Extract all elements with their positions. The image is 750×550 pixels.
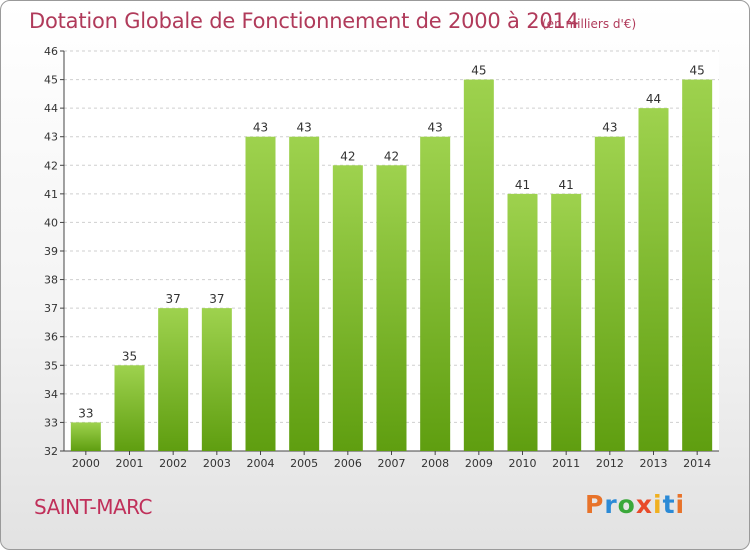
- data-label: 37: [209, 292, 224, 306]
- y-tick-label: 36: [44, 331, 58, 344]
- x-tick-label: 2006: [334, 457, 362, 470]
- y-tick-label: 46: [44, 45, 58, 58]
- proxiti-logo[interactable]: Proxiti: [585, 490, 685, 519]
- logo-letter: i: [653, 490, 663, 519]
- x-tick-label: 2007: [378, 457, 406, 470]
- bar: [201, 308, 232, 451]
- bar: [463, 79, 494, 452]
- data-label: 43: [428, 121, 443, 135]
- x-tick-label: 2002: [159, 457, 187, 470]
- logo-letter: o: [617, 490, 636, 519]
- y-tick-label: 45: [44, 74, 58, 87]
- y-tick-label: 44: [44, 102, 58, 115]
- y-tick-label: 35: [44, 359, 58, 372]
- x-tick-label: 2009: [465, 457, 493, 470]
- x-tick-label: 2013: [640, 457, 668, 470]
- bar: [245, 136, 276, 451]
- bar: [158, 308, 189, 451]
- y-tick-label: 42: [44, 159, 58, 172]
- y-tick-label: 40: [44, 216, 58, 229]
- y-tick-label: 37: [44, 302, 58, 315]
- y-tick-label: 32: [44, 445, 58, 458]
- data-label: 41: [515, 178, 530, 192]
- y-tick-label: 38: [44, 274, 58, 287]
- x-tick-label: 2003: [203, 457, 231, 470]
- bar: [594, 136, 625, 451]
- y-tick-label: 39: [44, 245, 58, 258]
- city-name: SAINT-MARC: [34, 495, 153, 519]
- bar: [682, 79, 713, 452]
- bar: [114, 365, 145, 451]
- bar: [420, 136, 451, 451]
- x-tick-label: 2014: [683, 457, 711, 470]
- data-label: 37: [166, 292, 181, 306]
- logo-letter: t: [662, 490, 676, 519]
- x-tick-label: 2012: [596, 457, 624, 470]
- data-label: 42: [340, 149, 355, 163]
- data-label: 44: [646, 92, 661, 106]
- bar: [638, 108, 669, 452]
- bar: [332, 165, 363, 452]
- logo-letter: P: [585, 490, 605, 519]
- logo-letter: i: [675, 490, 686, 519]
- data-label: 43: [602, 121, 617, 135]
- data-label: 43: [297, 121, 312, 135]
- x-tick-label: 2005: [290, 457, 318, 470]
- logo-letter: x: [635, 490, 653, 519]
- bar: [551, 193, 582, 451]
- bar: [507, 193, 538, 451]
- y-tick-label: 34: [44, 388, 58, 401]
- y-tick-label: 41: [44, 188, 58, 201]
- data-label: 43: [253, 121, 268, 135]
- x-tick-label: 2001: [116, 457, 144, 470]
- bar: [376, 165, 407, 452]
- x-tick-label: 2008: [421, 457, 449, 470]
- chart-unit: (en milliers d'€): [542, 17, 637, 31]
- x-tick-label: 2000: [72, 457, 100, 470]
- x-tick-label: 2010: [509, 457, 537, 470]
- y-tick-label: 33: [44, 416, 58, 429]
- y-tick-label: 43: [44, 131, 58, 144]
- data-label: 41: [559, 178, 574, 192]
- x-tick-label: 2011: [552, 457, 580, 470]
- bar: [289, 136, 320, 451]
- data-label: 33: [78, 406, 93, 420]
- data-label: 45: [471, 64, 486, 78]
- chart-title: Dotation Globale de Fonctionnement de 20…: [29, 9, 579, 33]
- x-tick-label: 2004: [247, 457, 275, 470]
- bar: [70, 422, 101, 451]
- logo-letter: r: [604, 490, 618, 519]
- data-label: 45: [690, 64, 705, 78]
- data-label: 35: [122, 349, 137, 363]
- data-label: 42: [384, 149, 399, 163]
